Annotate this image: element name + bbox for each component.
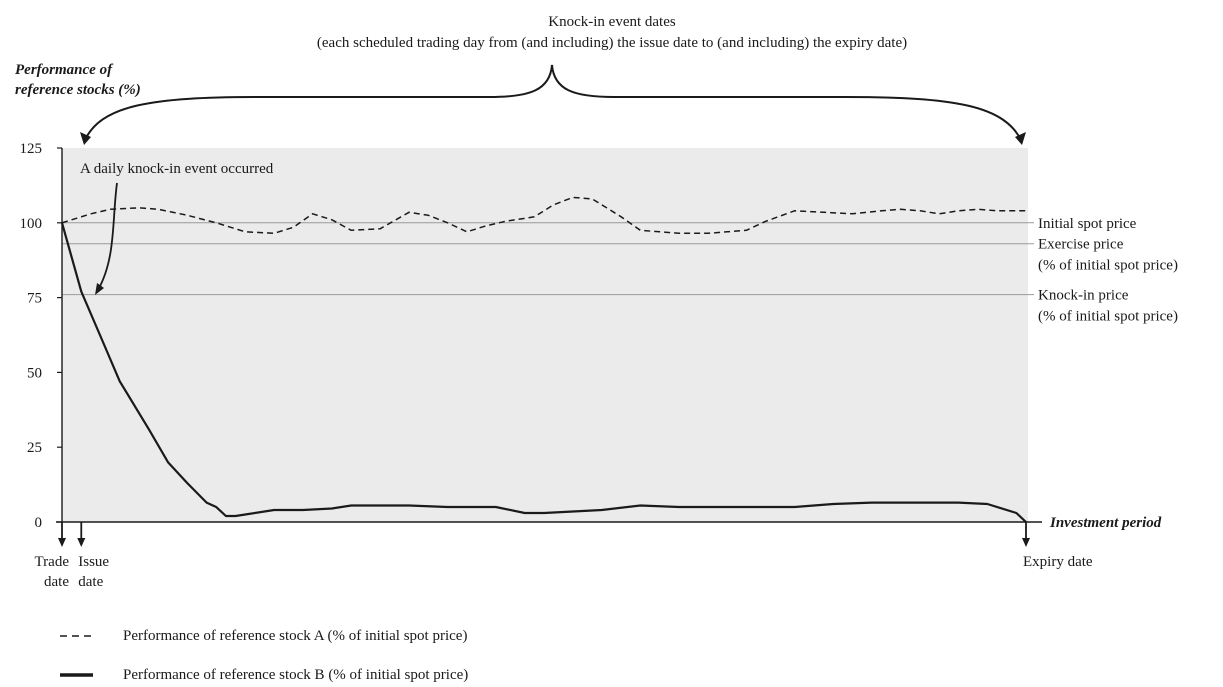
annotation-arrow xyxy=(97,182,118,291)
chart-subtitle: (each scheduled trading day from (and in… xyxy=(317,35,907,51)
series-line-stock-a xyxy=(61,196,1026,235)
legend-label-stock-a: Performance of reference stock A (% of i… xyxy=(123,628,467,644)
y-tick-label: 125 xyxy=(20,141,43,157)
date-marker-label: Issue date xyxy=(78,554,109,590)
y-tick-label: 0 xyxy=(35,515,43,531)
reference-line-label: Knock-in price (% of initial spot price) xyxy=(1038,288,1178,325)
y-tick-label: 100 xyxy=(20,216,43,232)
plot-area xyxy=(62,148,1028,522)
brace-right-arrowhead xyxy=(1015,132,1026,145)
brace-left-arrowhead xyxy=(80,132,91,145)
date-marker-arrowhead xyxy=(58,538,66,547)
series-line-stock-b xyxy=(60,222,1027,523)
reference-line-label-line: Knock-in price xyxy=(1038,288,1129,304)
x-axis-label: Investment period xyxy=(1049,515,1162,531)
date-marker-arrowhead xyxy=(77,538,86,547)
y-tick-label: 25 xyxy=(27,440,42,456)
reference-line-label-line: (% of initial spot price) xyxy=(1038,258,1178,274)
legend-label-stock-b: Performance of reference stock B (% of i… xyxy=(123,667,468,683)
y-axis-label-line-2: reference stocks (%) xyxy=(15,82,141,98)
reference-line-label: Exercise price (% of initial spot price) xyxy=(1038,237,1178,274)
knock-in-annotation: A daily knock-in event occurred xyxy=(80,161,274,177)
date-marker-label-line: date xyxy=(44,574,69,590)
y-axis-label-line-1: Performance of xyxy=(15,62,114,78)
date-marker-label-line: date xyxy=(78,574,103,590)
knock-in-brace xyxy=(83,64,1023,143)
date-marker-label: Trade date xyxy=(35,554,70,590)
y-ticks: 0 25 50 75 100 125 xyxy=(20,141,62,531)
annotation-arrowhead xyxy=(95,283,104,295)
y-tick-label: 50 xyxy=(27,365,42,381)
reference-line-label-line: Exercise price xyxy=(1038,237,1124,253)
reference-line-label-line: Initial spot price xyxy=(1038,216,1137,232)
date-marker-label-line: Issue xyxy=(78,554,109,570)
date-marker-arrowhead xyxy=(1022,538,1030,547)
date-marker-label: Expiry date xyxy=(1023,554,1093,570)
reference-line-label: Initial spot price xyxy=(1038,216,1137,232)
date-marker-label-line: Expiry date xyxy=(1023,554,1093,570)
series-layer xyxy=(60,196,1027,523)
reference-lines: Initial spot price Exercise price (% of in… xyxy=(62,216,1178,325)
date-marker-label-line: Trade xyxy=(35,554,70,570)
y-tick-label: 75 xyxy=(27,291,42,307)
legend: Performance of reference stock A (% of i… xyxy=(60,628,468,683)
reference-line-label-line: (% of initial spot price) xyxy=(1038,309,1178,325)
y-axis-label: Performance of reference stocks (%) xyxy=(15,62,141,98)
date-markers: Trade date Issue date Expiry date xyxy=(35,522,1093,590)
chart-title: Knock-in event dates xyxy=(548,14,676,30)
